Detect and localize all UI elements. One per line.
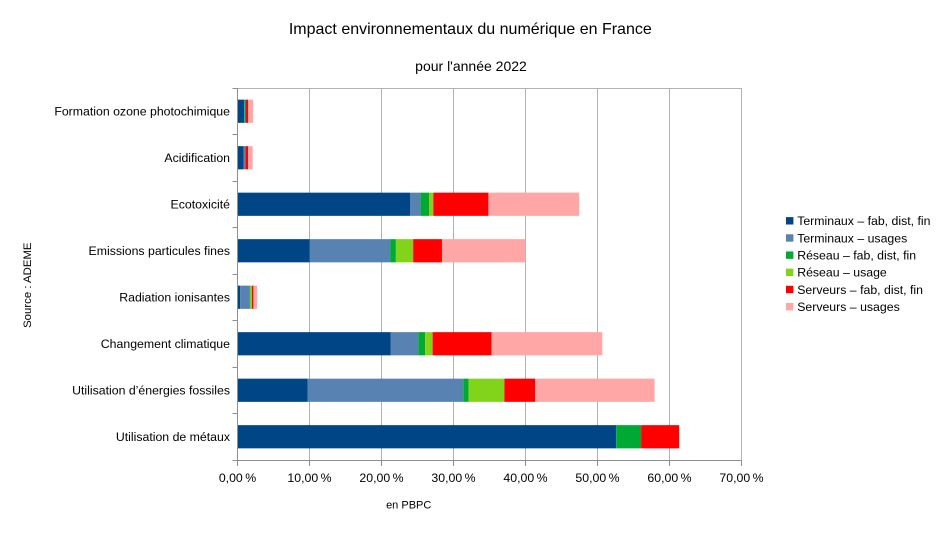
svg-text:Terminaux – usages: Terminaux – usages	[797, 231, 907, 245]
svg-text:Acidification: Acidification	[164, 151, 230, 165]
svg-text:10,00 %: 10,00 %	[287, 471, 331, 485]
svg-text:Source : ADEME: Source : ADEME	[22, 242, 34, 328]
svg-text:Serveurs – fab, dist, fin: Serveurs – fab, dist, fin	[797, 283, 923, 297]
svg-text:Terminaux – fab, dist, fin: Terminaux – fab, dist, fin	[797, 214, 930, 228]
svg-text:pour l'année 2022: pour l'année 2022	[415, 58, 527, 74]
svg-text:Changement climatique: Changement climatique	[101, 337, 230, 351]
svg-text:40,00 %: 40,00 %	[503, 471, 547, 485]
svg-text:Utilisation de métaux: Utilisation de métaux	[116, 430, 231, 444]
svg-text:Radiation ionisantes: Radiation ionisantes	[119, 291, 230, 305]
svg-text:Utilisation d’énergies fossile: Utilisation d’énergies fossiles	[72, 384, 230, 398]
svg-text:Emissions particules fines: Emissions particules fines	[89, 244, 230, 258]
svg-text:Impact environnementaux du num: Impact environnementaux du numérique en …	[289, 21, 652, 38]
svg-text:70,00 %: 70,00 %	[719, 471, 763, 485]
svg-text:0,00 %: 0,00 %	[219, 471, 256, 485]
svg-text:Serveurs – usages: Serveurs – usages	[797, 300, 900, 314]
svg-text:Réseau – usage: Réseau – usage	[797, 266, 887, 280]
svg-text:30,00 %: 30,00 %	[431, 471, 475, 485]
svg-text:Réseau – fab, dist, fin: Réseau – fab, dist, fin	[797, 249, 916, 263]
svg-text:en PBPC: en PBPC	[386, 499, 431, 511]
svg-text:Ecotoxicité: Ecotoxicité	[171, 198, 231, 212]
svg-text:Formation ozone photochimique: Formation ozone photochimique	[54, 105, 230, 119]
svg-text:20,00 %: 20,00 %	[359, 471, 403, 485]
svg-text:50,00 %: 50,00 %	[575, 471, 619, 485]
svg-text:60,00 %: 60,00 %	[647, 471, 691, 485]
